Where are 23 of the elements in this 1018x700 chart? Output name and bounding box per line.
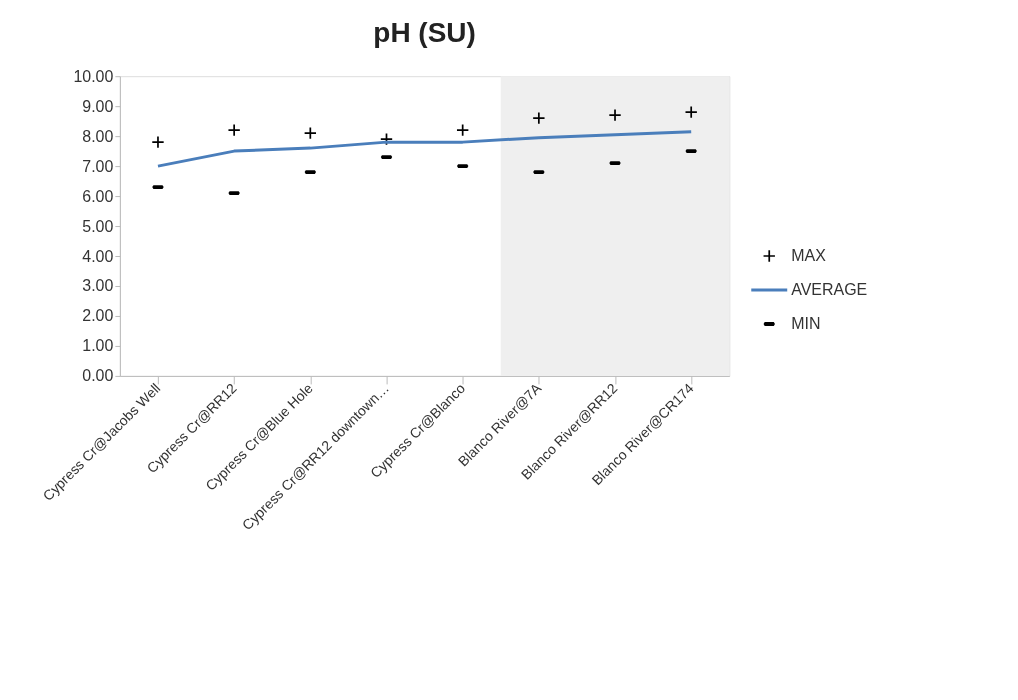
- point: [152, 136, 164, 148]
- y-tick-label: 8.00: [82, 127, 114, 145]
- y-tick-label: 7.00: [82, 157, 114, 175]
- point: [609, 109, 621, 121]
- y-tick-label: 10.00: [73, 67, 114, 85]
- y-tick-label: 0.00: [82, 367, 114, 385]
- legend-label: AVERAGE: [791, 280, 868, 298]
- y-tick-label: 6.00: [82, 187, 114, 205]
- y-tick-label: 9.00: [82, 97, 114, 115]
- point: [533, 112, 545, 124]
- y-tick-label: 5.00: [82, 217, 114, 235]
- legend-label: MIN: [791, 314, 821, 332]
- y-tick-label: 2.00: [82, 307, 114, 325]
- point: [228, 124, 240, 136]
- chart-title: pH (SU): [373, 17, 476, 49]
- point: [685, 106, 697, 118]
- point: [304, 127, 317, 139]
- line-series: [156, 130, 693, 168]
- point: [456, 124, 469, 136]
- legend-label: MAX: [791, 247, 827, 265]
- y-tick-label: 4.00: [82, 247, 114, 265]
- y-tick-label: 3.00: [82, 277, 114, 295]
- y-tick-label: 1.00: [82, 337, 114, 355]
